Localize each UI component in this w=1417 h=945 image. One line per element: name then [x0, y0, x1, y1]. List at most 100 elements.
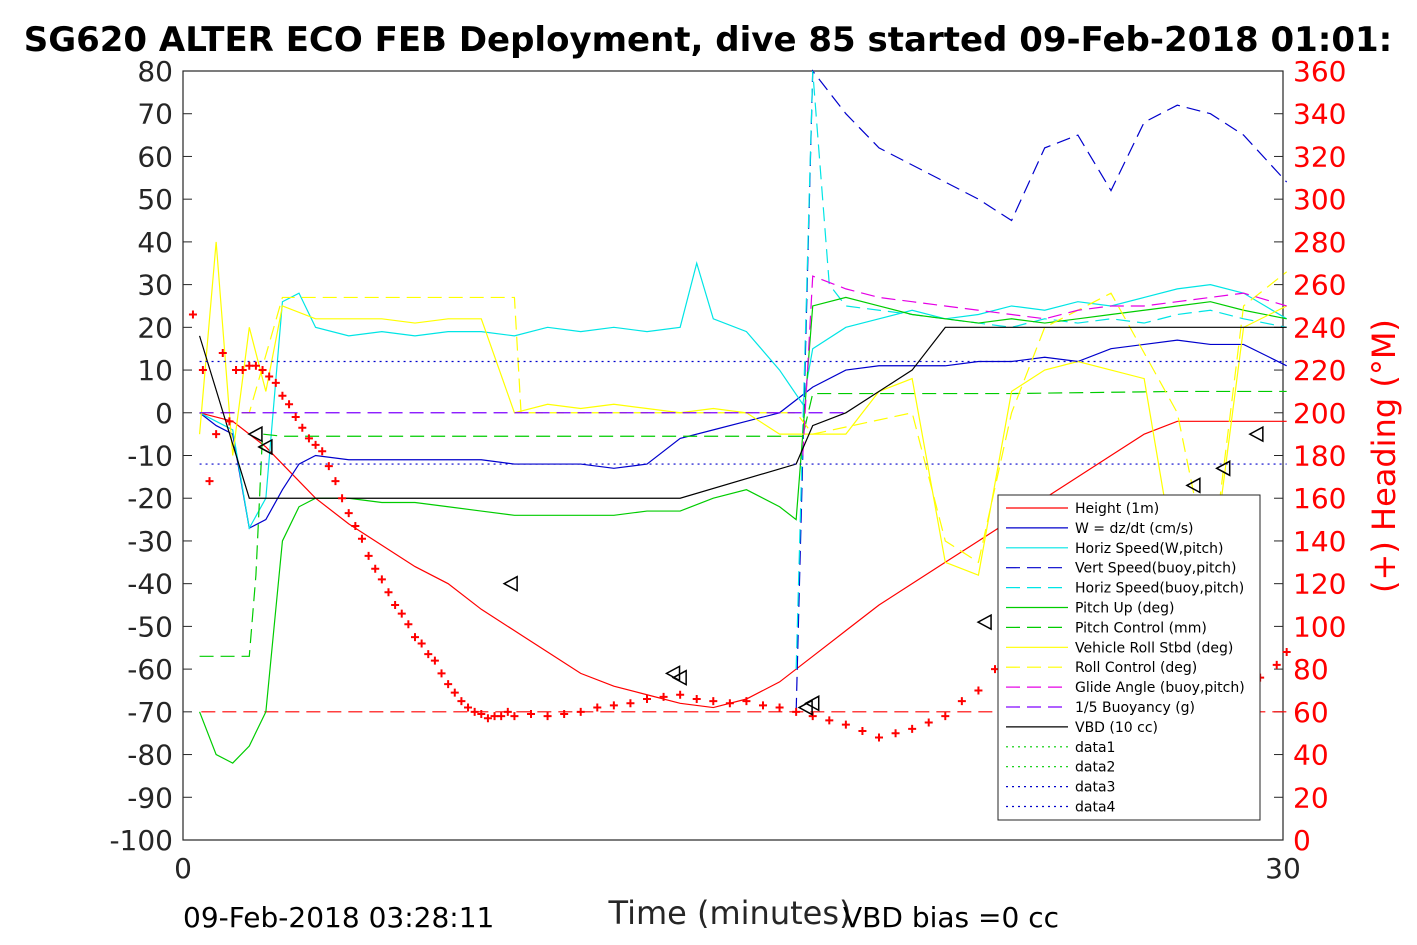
x-axis: 0 30 — [174, 831, 1301, 885]
right-y-tick-label: 320 — [1293, 140, 1346, 173]
heading-point — [457, 697, 466, 706]
heading-point — [384, 588, 393, 597]
left-y-tick-label: -50 — [127, 610, 173, 643]
left-y-tick-label: 50 — [137, 183, 173, 216]
right-y-tick-label: 180 — [1293, 440, 1346, 473]
legend-box — [997, 494, 1261, 821]
series-line-vert-speed-buoy-pitch — [795, 69, 1288, 712]
right-y-tick-label: 340 — [1293, 98, 1346, 131]
left-y-tick-label: -40 — [127, 568, 173, 601]
legend-label-pitch-up-deg: Pitch Up (deg) — [1075, 601, 1174, 617]
heading-points — [188, 310, 1291, 785]
right-y-tick-label: 160 — [1293, 482, 1346, 515]
heading-point — [759, 701, 768, 710]
triangle-marker — [1248, 425, 1264, 443]
legend-label-height-1m: Height (1m) — [1075, 501, 1159, 517]
legend-label-data4: data4 — [1075, 800, 1116, 816]
right-y-tick-label: 200 — [1293, 397, 1346, 430]
heading-point — [527, 709, 536, 718]
heading-point — [659, 692, 668, 701]
heading-point — [437, 669, 446, 678]
heading-point — [417, 639, 426, 648]
legend-label-data2: data2 — [1075, 760, 1115, 776]
footer-timestamp: 09-Feb-2018 03:28:11 — [183, 901, 494, 934]
heading-point — [725, 699, 734, 708]
heading-point — [875, 733, 884, 742]
right-y-tick-label: 100 — [1293, 610, 1346, 643]
heading-point — [576, 707, 585, 716]
heading-point — [444, 680, 453, 689]
heading-point — [974, 686, 983, 695]
heading-point — [371, 564, 380, 573]
heading-point — [311, 440, 320, 449]
triangle-marker — [1185, 477, 1201, 494]
right-y-tick-label: 0 — [1293, 824, 1311, 857]
heading-point — [1282, 648, 1291, 657]
series-line-height-1m — [199, 412, 1287, 709]
right-y-tick-label: 20 — [1293, 781, 1329, 814]
heading-point — [825, 716, 834, 725]
left-y-tick-label: 30 — [137, 269, 173, 302]
legend-label-pitch-control-mm: Pitch Control (mm) — [1075, 620, 1207, 636]
triangle-marker — [257, 438, 273, 456]
heading-point — [430, 656, 439, 665]
heading-point — [941, 712, 950, 721]
heading-point — [318, 447, 327, 456]
heading-point — [676, 690, 685, 699]
right-y-tick-label: 260 — [1293, 269, 1346, 302]
heading-point — [351, 521, 360, 530]
legend-label-vert-speed-buoy-pitch: Vert Speed(buoy,pitch) — [1075, 561, 1237, 577]
heading-point — [692, 695, 701, 704]
heading-point — [908, 724, 917, 733]
left-y-tick-label: 0 — [155, 397, 173, 430]
right-y-tick-label: 120 — [1293, 568, 1346, 601]
series-line-horiz-speed-w-pitch — [199, 261, 1287, 530]
right-y-tick-label: 240 — [1293, 311, 1346, 344]
heading-point — [858, 727, 867, 736]
heading-point — [205, 477, 214, 486]
left-y-axis: 80 70 60 50 40 30 20 10 0 -10 -20 -30 -40 -50 -60 -70 -8… — [109, 55, 192, 857]
heading-point — [397, 609, 406, 618]
left-y-tick-label: 80 — [137, 55, 173, 88]
heading-point — [331, 477, 340, 486]
heading-point — [709, 697, 718, 706]
heading-point — [271, 378, 280, 387]
triangle-marker — [247, 425, 263, 443]
heading-point — [278, 391, 287, 400]
series-line-roll-control-deg — [199, 271, 1288, 576]
series-line-glide-angle-buoy-pitch — [802, 275, 1287, 456]
heading-point — [344, 509, 353, 518]
heading-point — [775, 703, 784, 712]
heading-point — [891, 729, 900, 738]
legend-label-horiz-speed-buoy-pitch: Horiz Speed(buoy,pitch) — [1075, 581, 1244, 597]
heading-point — [218, 348, 227, 357]
legend-label-horiz-speed-w-pitch: Horiz Speed(W,pitch) — [1075, 541, 1223, 557]
left-y-tick-label: 20 — [137, 311, 173, 344]
chart-title: SG620 ALTER ECO FEB Deployment, dive 85 … — [24, 20, 1393, 60]
heading-point — [609, 701, 618, 710]
legend-label-roll-control-deg: Roll Control (deg) — [1075, 660, 1197, 676]
heading-point — [188, 310, 197, 319]
left-y-tick-label: -30 — [127, 525, 173, 558]
left-y-tick-label: -90 — [127, 781, 173, 814]
right-y-tick-label: 60 — [1293, 696, 1329, 729]
heading-point — [212, 430, 221, 439]
heading-point — [265, 372, 274, 381]
left-y-tick-label: -60 — [127, 653, 173, 686]
legend-label-vbd-10-cc: VBD (10 cc) — [1075, 720, 1158, 736]
left-y-tick-label: 40 — [137, 226, 173, 259]
footer-vbd-bias: VBD bias =0 cc — [843, 901, 1059, 934]
heading-point — [391, 601, 400, 610]
heading-point — [957, 697, 966, 706]
legend-label-w-dz-dt-cm-s: W = dz/dt (cm/s) — [1075, 521, 1194, 537]
heading-point — [742, 697, 751, 706]
heading-point — [238, 366, 247, 375]
legend-label-1-5-buoyancy-g: 1/5 Buoyancy (g) — [1075, 700, 1195, 716]
series-line-pitch-up-deg — [199, 296, 1287, 764]
left-y-tick-label: 60 — [137, 140, 173, 173]
heading-point — [477, 709, 486, 718]
heading-point — [841, 720, 850, 729]
left-y-tick-label: -100 — [109, 824, 173, 857]
legend-label-data3: data3 — [1075, 780, 1115, 796]
right-y-tick-label: 360 — [1293, 55, 1346, 88]
